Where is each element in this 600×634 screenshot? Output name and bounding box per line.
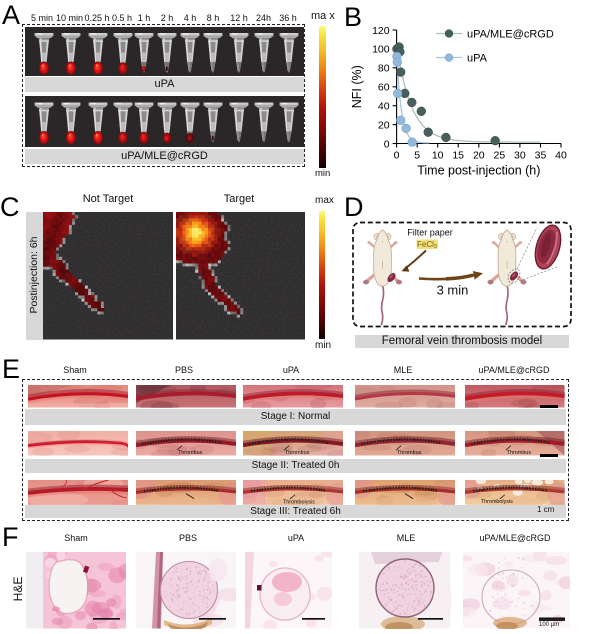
svg-text:Time post-injection (h): Time post-injection (h) xyxy=(417,164,540,178)
svg-text:10: 10 xyxy=(432,150,444,162)
svg-text:35: 35 xyxy=(535,150,547,162)
svg-text:20: 20 xyxy=(378,119,390,131)
svg-text:0: 0 xyxy=(384,138,390,150)
svg-text:Thrombolysis: Thrombolysis xyxy=(283,499,315,504)
svg-text:Thrombus: Thrombus xyxy=(178,450,203,456)
svg-text:40: 40 xyxy=(555,150,567,162)
svg-text:100: 100 xyxy=(372,44,390,56)
svg-text:uPA: uPA xyxy=(467,52,488,64)
svg-text:40: 40 xyxy=(378,101,390,113)
svg-text:Thrombus: Thrombus xyxy=(285,450,310,456)
svg-text:3 min: 3 min xyxy=(437,283,469,298)
svg-text:Filter paper: Filter paper xyxy=(407,228,453,238)
svg-text:25: 25 xyxy=(494,150,506,162)
svg-text:FeCl3: FeCl3 xyxy=(417,240,437,250)
svg-text:uPA/MLE@cRGD: uPA/MLE@cRGD xyxy=(467,28,554,40)
svg-text:15: 15 xyxy=(452,150,464,162)
svg-text:Thrombus: Thrombus xyxy=(507,450,532,456)
svg-text:0: 0 xyxy=(394,150,400,162)
svg-text:Thrombolysis: Thrombolysis xyxy=(481,499,513,505)
svg-text:80: 80 xyxy=(378,63,390,75)
svg-text:30: 30 xyxy=(514,150,526,162)
svg-text:NFI (%): NFI (%) xyxy=(350,65,364,108)
svg-text:20: 20 xyxy=(473,150,485,162)
svg-text:60: 60 xyxy=(378,82,390,94)
svg-text:120: 120 xyxy=(372,25,390,37)
svg-text:5: 5 xyxy=(414,150,420,162)
svg-text:Thrombus: Thrombus xyxy=(397,450,422,456)
